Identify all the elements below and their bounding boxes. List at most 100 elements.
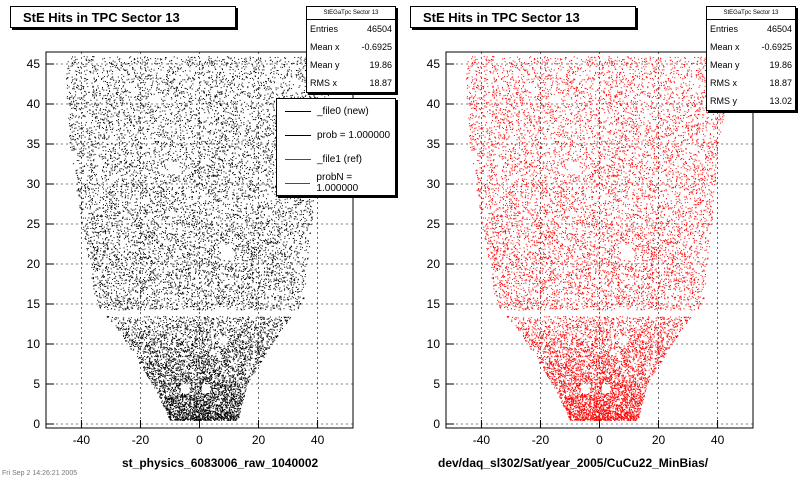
scatter-point [265, 162, 267, 164]
scatter-point [108, 263, 110, 265]
scatter-point [277, 87, 279, 89]
scatter-point [132, 166, 134, 168]
scatter-point [151, 329, 153, 331]
scatter-point [161, 158, 163, 159]
scatter-point [227, 361, 229, 363]
scatter-point [118, 220, 120, 222]
scatter-point [225, 405, 226, 406]
scatter-point [151, 232, 153, 234]
scatter-point [185, 168, 187, 170]
scatter-point [95, 209, 97, 211]
scatter-point [267, 329, 269, 331]
scatter-point [181, 59, 182, 61]
scatter-point [241, 399, 243, 401]
scatter-point [258, 352, 260, 354]
scatter-point [208, 90, 210, 92]
scatter-point [195, 337, 197, 339]
scatter-point [175, 284, 177, 286]
scatter-point [146, 231, 148, 233]
scatter-point [256, 60, 258, 61]
scatter-point [168, 174, 170, 176]
scatter-point [168, 396, 170, 398]
scatter-point [237, 387, 239, 389]
scatter-point [220, 347, 222, 348]
scatter-point [194, 413, 196, 415]
scatter-point [175, 122, 177, 124]
scatter-point [238, 244, 240, 246]
scatter-point [241, 232, 243, 234]
scatter-point [283, 245, 285, 247]
scatter-point [97, 105, 99, 106]
scatter-point [139, 194, 141, 196]
scatter-point [127, 71, 129, 73]
scatter-point [117, 67, 119, 69]
scatter-point [269, 220, 271, 221]
scatter-point [271, 191, 273, 193]
scatter-point [123, 332, 124, 334]
scatter-point [142, 362, 144, 364]
scatter-point [255, 186, 256, 188]
scatter-point [254, 76, 256, 78]
scatter-point [252, 119, 254, 120]
scatter-point [211, 322, 213, 324]
scatter-point [302, 269, 304, 271]
scatter-point [103, 241, 104, 243]
scatter-point [91, 188, 93, 190]
scatter-point [244, 333, 246, 335]
scatter-point [214, 164, 215, 166]
scatter-point [238, 244, 240, 246]
scatter-point [226, 216, 228, 218]
scatter-point [152, 341, 154, 343]
scatter-point [136, 276, 138, 278]
scatter-point [149, 325, 151, 327]
scatter-point [118, 154, 120, 156]
scatter-point [210, 345, 212, 347]
scatter-point [272, 260, 273, 262]
scatter-point [258, 274, 260, 276]
scatter-point [265, 306, 267, 308]
scatter-point [206, 393, 208, 394]
scatter-point [198, 183, 200, 185]
scatter-point [215, 396, 217, 398]
scatter-point [122, 136, 124, 138]
scatter-point [124, 115, 126, 117]
scatter-point [120, 102, 122, 104]
scatter-point [213, 372, 215, 373]
scatter-point [213, 218, 215, 219]
scatter-point [86, 56, 88, 58]
scatter-point [212, 417, 214, 419]
scatter-point [191, 171, 192, 173]
scatter-point [181, 206, 183, 208]
scatter-point [192, 344, 193, 345]
scatter-point [226, 269, 228, 270]
scatter-point [211, 164, 213, 166]
scatter-point [178, 298, 180, 300]
scatter-point [239, 177, 241, 179]
scatter-point [244, 267, 246, 269]
scatter-point [182, 208, 184, 210]
scatter-point [278, 263, 279, 265]
scatter-point [138, 263, 139, 265]
scatter-point [79, 89, 81, 91]
scatter-point [151, 237, 153, 239]
scatter-point [175, 71, 177, 73]
scatter-point [250, 57, 251, 59]
scatter-point [227, 203, 229, 205]
scatter-point [91, 177, 93, 179]
scatter-point [79, 206, 81, 208]
scatter-point [185, 303, 187, 305]
scatter-point [137, 342, 139, 344]
scatter-point [140, 210, 142, 212]
scatter-point [194, 395, 196, 397]
scatter-point [245, 162, 247, 164]
scatter-point [94, 222, 96, 224]
scatter-point [183, 297, 185, 298]
scatter-point [162, 374, 164, 376]
scatter-point [225, 205, 227, 207]
scatter-point [169, 191, 170, 192]
scatter-point [251, 357, 253, 359]
scatter-point [251, 353, 253, 355]
scatter-point [247, 336, 249, 338]
scatter-point [204, 365, 206, 367]
scatter-point [161, 390, 163, 392]
